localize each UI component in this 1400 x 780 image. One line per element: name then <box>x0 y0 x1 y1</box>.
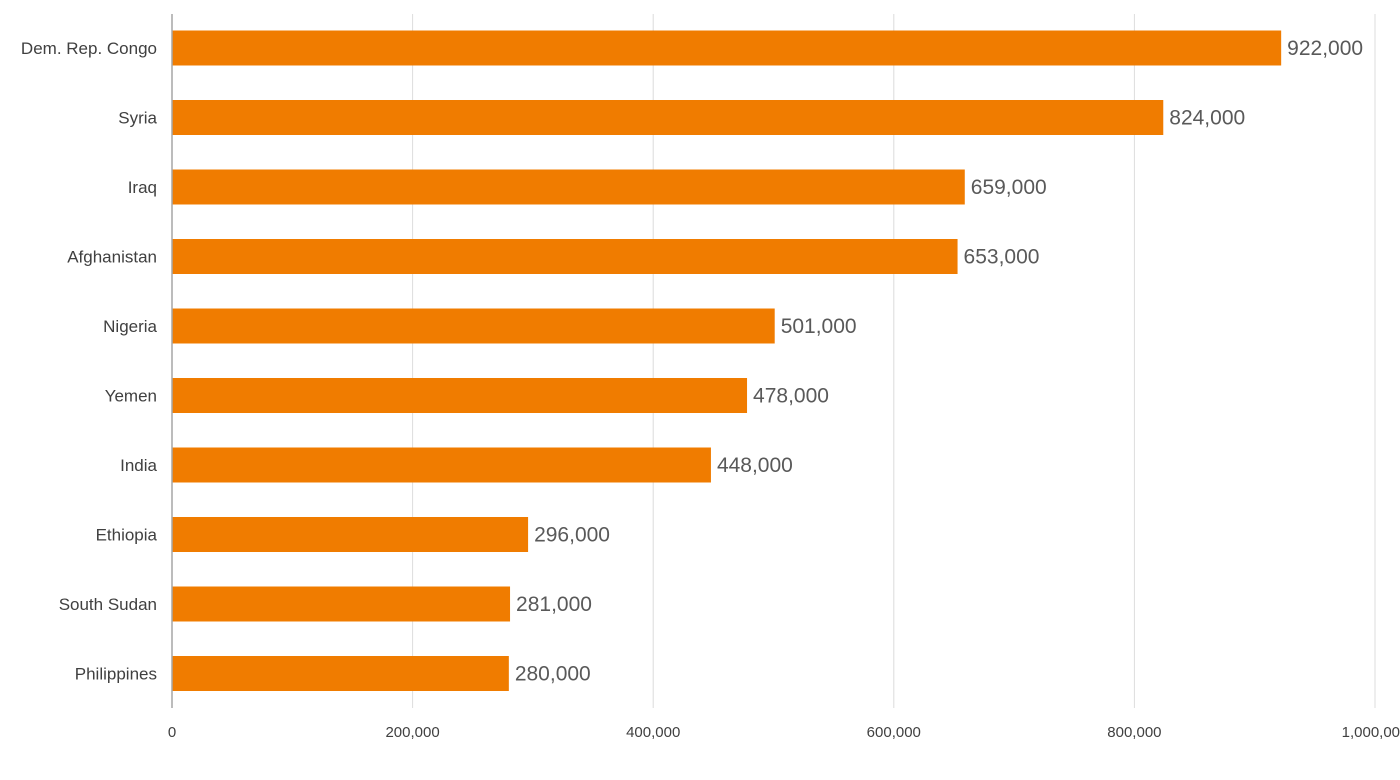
value-label: 653,000 <box>964 246 1040 269</box>
bar <box>172 517 529 552</box>
x-tick-label: 400,000 <box>626 724 680 741</box>
category-label: Ethiopia <box>96 526 158 545</box>
x-tick-label: 600,000 <box>867 724 921 741</box>
bar <box>172 30 1282 66</box>
value-label: 824,000 <box>1169 107 1245 130</box>
category-label: South Sudan <box>59 595 157 614</box>
value-label: 280,000 <box>515 663 591 686</box>
category-label: Dem. Rep. Congo <box>21 39 157 58</box>
category-label: India <box>120 456 157 475</box>
x-tick-label: 0 <box>168 724 176 741</box>
bar <box>172 308 775 344</box>
bar <box>172 100 1164 135</box>
x-tick-label: 800,000 <box>1107 724 1161 741</box>
category-label: Afghanistan <box>67 248 157 267</box>
value-label: 281,000 <box>516 593 592 616</box>
bars <box>172 30 1282 691</box>
value-label: 296,000 <box>534 524 610 547</box>
bar <box>172 239 958 274</box>
value-label: 448,000 <box>717 454 793 477</box>
value-label: 478,000 <box>753 385 829 408</box>
category-label: Syria <box>118 109 157 128</box>
bar <box>172 378 748 413</box>
bar <box>172 586 511 622</box>
value-label: 659,000 <box>971 176 1047 199</box>
value-label: 501,000 <box>781 315 857 338</box>
category-label: Yemen <box>105 387 157 406</box>
category-label: Iraq <box>128 178 157 197</box>
x-tick-labels: 0 200,000 400,000 600,000 800,000 1,000,000 <box>168 724 1400 741</box>
category-label: Philippines <box>75 665 157 684</box>
value-labels: 922,000 824,000 659,000 653,000 501,000 478,0… <box>515 37 1363 686</box>
category-label: Nigeria <box>103 317 157 336</box>
x-tick-label: 200,000 <box>385 724 439 741</box>
bar <box>172 447 711 483</box>
x-tick-label: 1,000,000 <box>1342 724 1400 741</box>
bar <box>172 656 509 691</box>
value-label: 922,000 <box>1287 37 1363 60</box>
bar <box>172 169 965 205</box>
category-labels: Dem. Rep. Congo Syria Iraq Afghanistan Niger… <box>21 39 158 684</box>
